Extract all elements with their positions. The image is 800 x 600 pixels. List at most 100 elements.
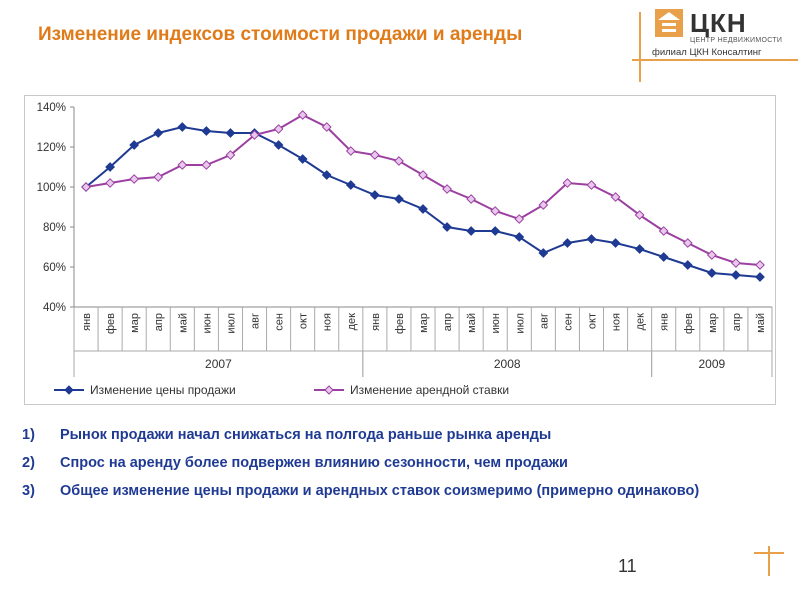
data-point [610,238,621,248]
x-tick-label: сен [274,313,286,331]
data-point [466,226,477,236]
data-point [755,260,765,270]
y-tick-label: 80% [43,222,66,234]
x-tick-label: дек [346,313,358,331]
data-point [249,130,260,140]
year-label: 2008 [494,357,521,371]
y-tick-label: 140% [37,102,66,114]
data-point [514,214,525,224]
logo-subtitle: ЦЕНТР НЕДВИЖИМОСТИ [690,37,783,44]
decorative-cross-horizontal [754,552,784,554]
page-title: Изменение индексов стоимости продажи и а… [38,24,523,45]
note-text: Общее изменение цены продажи и арендных … [60,482,700,499]
decorative-cross-vertical [768,546,770,576]
data-point [418,170,428,180]
data-point [658,252,669,262]
note-number: 1) [22,427,35,443]
data-point [153,128,164,138]
conclusions-list: 1) Рынок продажи начал снижаться на полг… [22,426,742,510]
data-point [273,124,284,134]
data-point [562,178,573,188]
data-point [81,182,91,192]
x-tick-label: янв [659,313,671,331]
legend-label: Изменение арендной ставки [350,383,509,397]
x-tick-label: май [466,313,478,333]
logo-name: ЦКН [690,8,747,38]
data-point [345,180,356,190]
data-point [634,244,645,254]
x-tick-label: окт [586,313,598,329]
header-divider-vertical [639,12,641,82]
legend-marker [64,385,74,395]
x-tick-label: мар [129,313,141,333]
data-point [105,162,116,172]
data-point [634,210,645,220]
note-number: 2) [22,454,35,471]
data-point [490,226,501,236]
note-text: Рынок продажи начал снижаться на полгода… [60,427,552,443]
data-point [394,194,404,204]
chart-frame [24,95,776,405]
data-point [442,222,452,232]
year-label: 2009 [698,357,725,371]
logo-branch: филиал ЦКН Консалтинг [652,47,762,58]
data-point [129,140,140,150]
data-point [201,160,212,170]
data-point [177,160,188,170]
data-point [466,194,477,204]
data-point [658,226,669,236]
data-point [730,258,741,268]
x-tick-label: янв [370,313,382,331]
x-tick-label: май [755,313,767,333]
x-tick-label: фев [105,313,117,334]
data-point [225,150,236,160]
data-point [755,272,765,282]
x-tick-label: апр [442,313,454,331]
data-point [490,206,501,216]
data-point [442,184,452,194]
data-point [706,268,717,278]
y-tick-label: 60% [43,262,66,274]
x-tick-label: мар [707,313,719,333]
x-tick-label: июн [490,313,502,333]
data-point [610,192,621,202]
data-point [538,248,549,258]
data-point [321,122,332,132]
x-tick-label: окт [298,313,310,329]
note-item: 1) Рынок продажи начал снижаться на полг… [22,426,742,445]
x-tick-label: июн [201,313,213,333]
data-point [345,146,356,156]
x-tick-label: дек [635,313,647,331]
x-tick-label: фев [683,313,695,334]
data-point [273,140,284,150]
x-tick-label: ноя [322,313,334,331]
data-point [105,178,116,188]
x-tick-label: сен [562,313,574,331]
data-point [514,232,525,242]
page-number: 11 [618,556,637,576]
year-label: 2007 [205,357,232,371]
data-point [177,122,188,132]
data-point [538,200,549,210]
data-point [321,170,332,180]
data-point [586,180,597,190]
note-item: 2) Спрос на аренду более подвержен влиян… [22,454,742,473]
note-item: 3) Общее изменение цены продажи и арендн… [22,482,742,501]
data-point [418,204,428,214]
data-point [706,250,717,260]
data-point [225,128,236,138]
data-point [394,156,404,166]
data-point [682,238,693,248]
data-point [201,126,212,136]
x-tick-label: апр [153,313,165,331]
x-tick-label: мар [418,313,430,333]
data-point [297,154,308,164]
data-point [682,260,693,270]
y-tick-label: 40% [43,302,66,314]
data-point [369,190,380,200]
x-tick-label: июл [225,313,237,334]
data-point [730,270,741,280]
company-logo: ЦКН ЦЕНТР НЕДВИЖИМОСТИ филиал ЦКН Консал… [650,6,800,62]
data-point [153,172,164,182]
data-point [297,110,308,120]
